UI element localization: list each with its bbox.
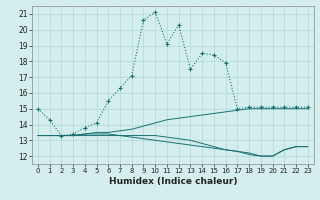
X-axis label: Humidex (Indice chaleur): Humidex (Indice chaleur) [108, 177, 237, 186]
